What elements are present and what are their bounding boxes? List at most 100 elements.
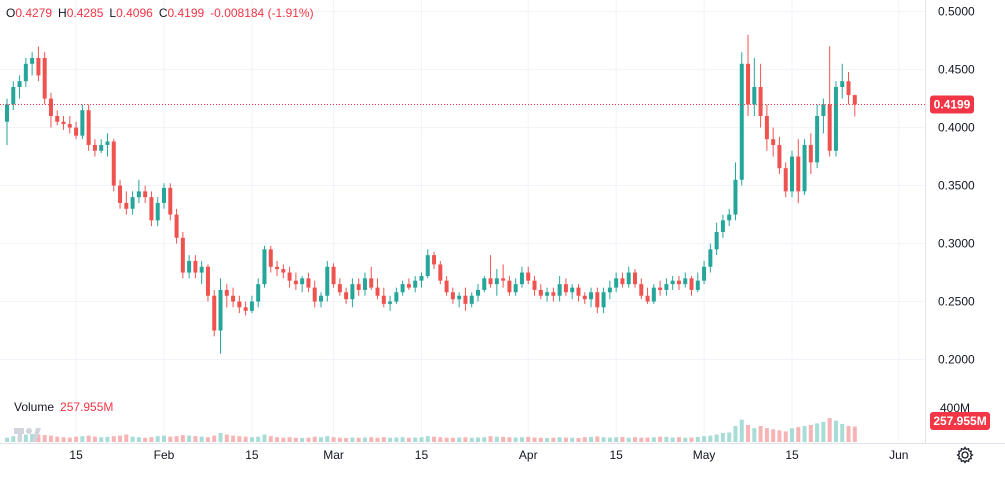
volume-bar [300, 437, 305, 442]
volume-bar [155, 436, 160, 442]
candle-body [162, 187, 166, 203]
candle-body [394, 292, 399, 302]
candle-body [224, 289, 229, 296]
volume-bar [570, 437, 575, 442]
candle-body [633, 272, 637, 285]
candle-body [42, 57, 47, 99]
volume-bar [777, 430, 782, 442]
volume-bar [815, 423, 820, 442]
volume-bar [720, 432, 725, 442]
volume-bar [130, 436, 135, 442]
candle-body [124, 202, 129, 209]
volume-bar [576, 437, 581, 442]
candle-body [118, 185, 123, 203]
candle-body [444, 280, 449, 293]
volume-axis-label: 400M [940, 401, 970, 415]
volume-bar [218, 432, 223, 442]
volume-bar [846, 426, 851, 442]
volume-bar [463, 437, 468, 442]
volume-bar [545, 437, 550, 442]
candle-body [243, 307, 248, 311]
volume-bar [758, 426, 763, 442]
volume-bar [670, 437, 675, 442]
volume-bar [231, 435, 236, 442]
volume-bar [325, 436, 330, 442]
candle-body [733, 179, 738, 215]
x-tick-label: 15 [415, 448, 429, 462]
volume-bar [582, 437, 587, 442]
volume-bar [501, 436, 506, 442]
volume-bar [626, 437, 631, 442]
candle-body [212, 295, 217, 331]
candle-body [180, 237, 185, 273]
candle-body [375, 287, 380, 296]
candle-body [651, 287, 656, 302]
candle-body [808, 144, 813, 163]
candle-body [783, 168, 788, 192]
volume-bar [281, 437, 286, 442]
candle-body [488, 278, 493, 285]
volume-bar [262, 434, 267, 442]
candle-body [457, 295, 462, 300]
volume-bar [633, 437, 637, 442]
gear-icon[interactable] [956, 446, 974, 464]
volume-bar [645, 437, 650, 442]
candle-body [507, 280, 512, 293]
candle-body [388, 301, 393, 304]
volume-bar [394, 437, 399, 442]
volume-bar [268, 436, 273, 442]
candle-body [714, 231, 719, 250]
candle-body [595, 292, 600, 308]
candle-body [425, 255, 430, 277]
candle-body [670, 280, 675, 285]
candle-body [168, 187, 173, 215]
volume-bar [658, 436, 663, 442]
candle-body [105, 141, 110, 145]
volume-bar [733, 426, 738, 442]
volume-value-tag-label: 257.955M [933, 414, 986, 428]
volume-bar [287, 437, 292, 442]
volume-bar [199, 436, 204, 442]
last-price-tag [930, 95, 974, 114]
candle-body [275, 266, 280, 270]
volume-bar [337, 437, 342, 442]
candle-body [74, 127, 79, 136]
volume-bar [224, 434, 229, 442]
volume-bar [193, 436, 198, 442]
volume-bar [136, 437, 141, 442]
candle-body [419, 276, 424, 281]
volume-bar [840, 423, 845, 442]
volume-bar [388, 437, 393, 442]
volume-bar [419, 437, 424, 442]
volume-bar [620, 436, 625, 442]
candle-body [702, 266, 707, 281]
candle-body [356, 284, 361, 290]
candle-body [463, 295, 468, 304]
candle-body [469, 295, 474, 304]
volume-bar [802, 426, 807, 442]
ohlc-legend: O0.4279 H0.4285 L0.4096 C0.4199 -0.00818… [6, 6, 314, 20]
candle-body [519, 272, 524, 285]
volume-bar [381, 437, 386, 442]
x-tick-label: Feb [154, 448, 175, 462]
volume-bar [683, 437, 688, 442]
candle-body [683, 278, 688, 285]
volume-bar [551, 437, 556, 442]
volume-bar [790, 428, 794, 442]
volume-bar [488, 436, 493, 442]
volume-bar [212, 435, 217, 442]
candle-body [815, 115, 820, 163]
candle-body [557, 284, 562, 296]
volume-bar [827, 418, 832, 442]
volume-bar [614, 437, 619, 442]
candle-body [237, 301, 242, 308]
x-tick-label: 15 [785, 448, 799, 462]
candle-body [337, 284, 342, 293]
candle-body [30, 57, 35, 64]
candle-body [256, 284, 261, 302]
candle-body [293, 280, 298, 285]
y-tick-label: 0.3500 [938, 179, 975, 193]
volume-bar [30, 434, 35, 442]
